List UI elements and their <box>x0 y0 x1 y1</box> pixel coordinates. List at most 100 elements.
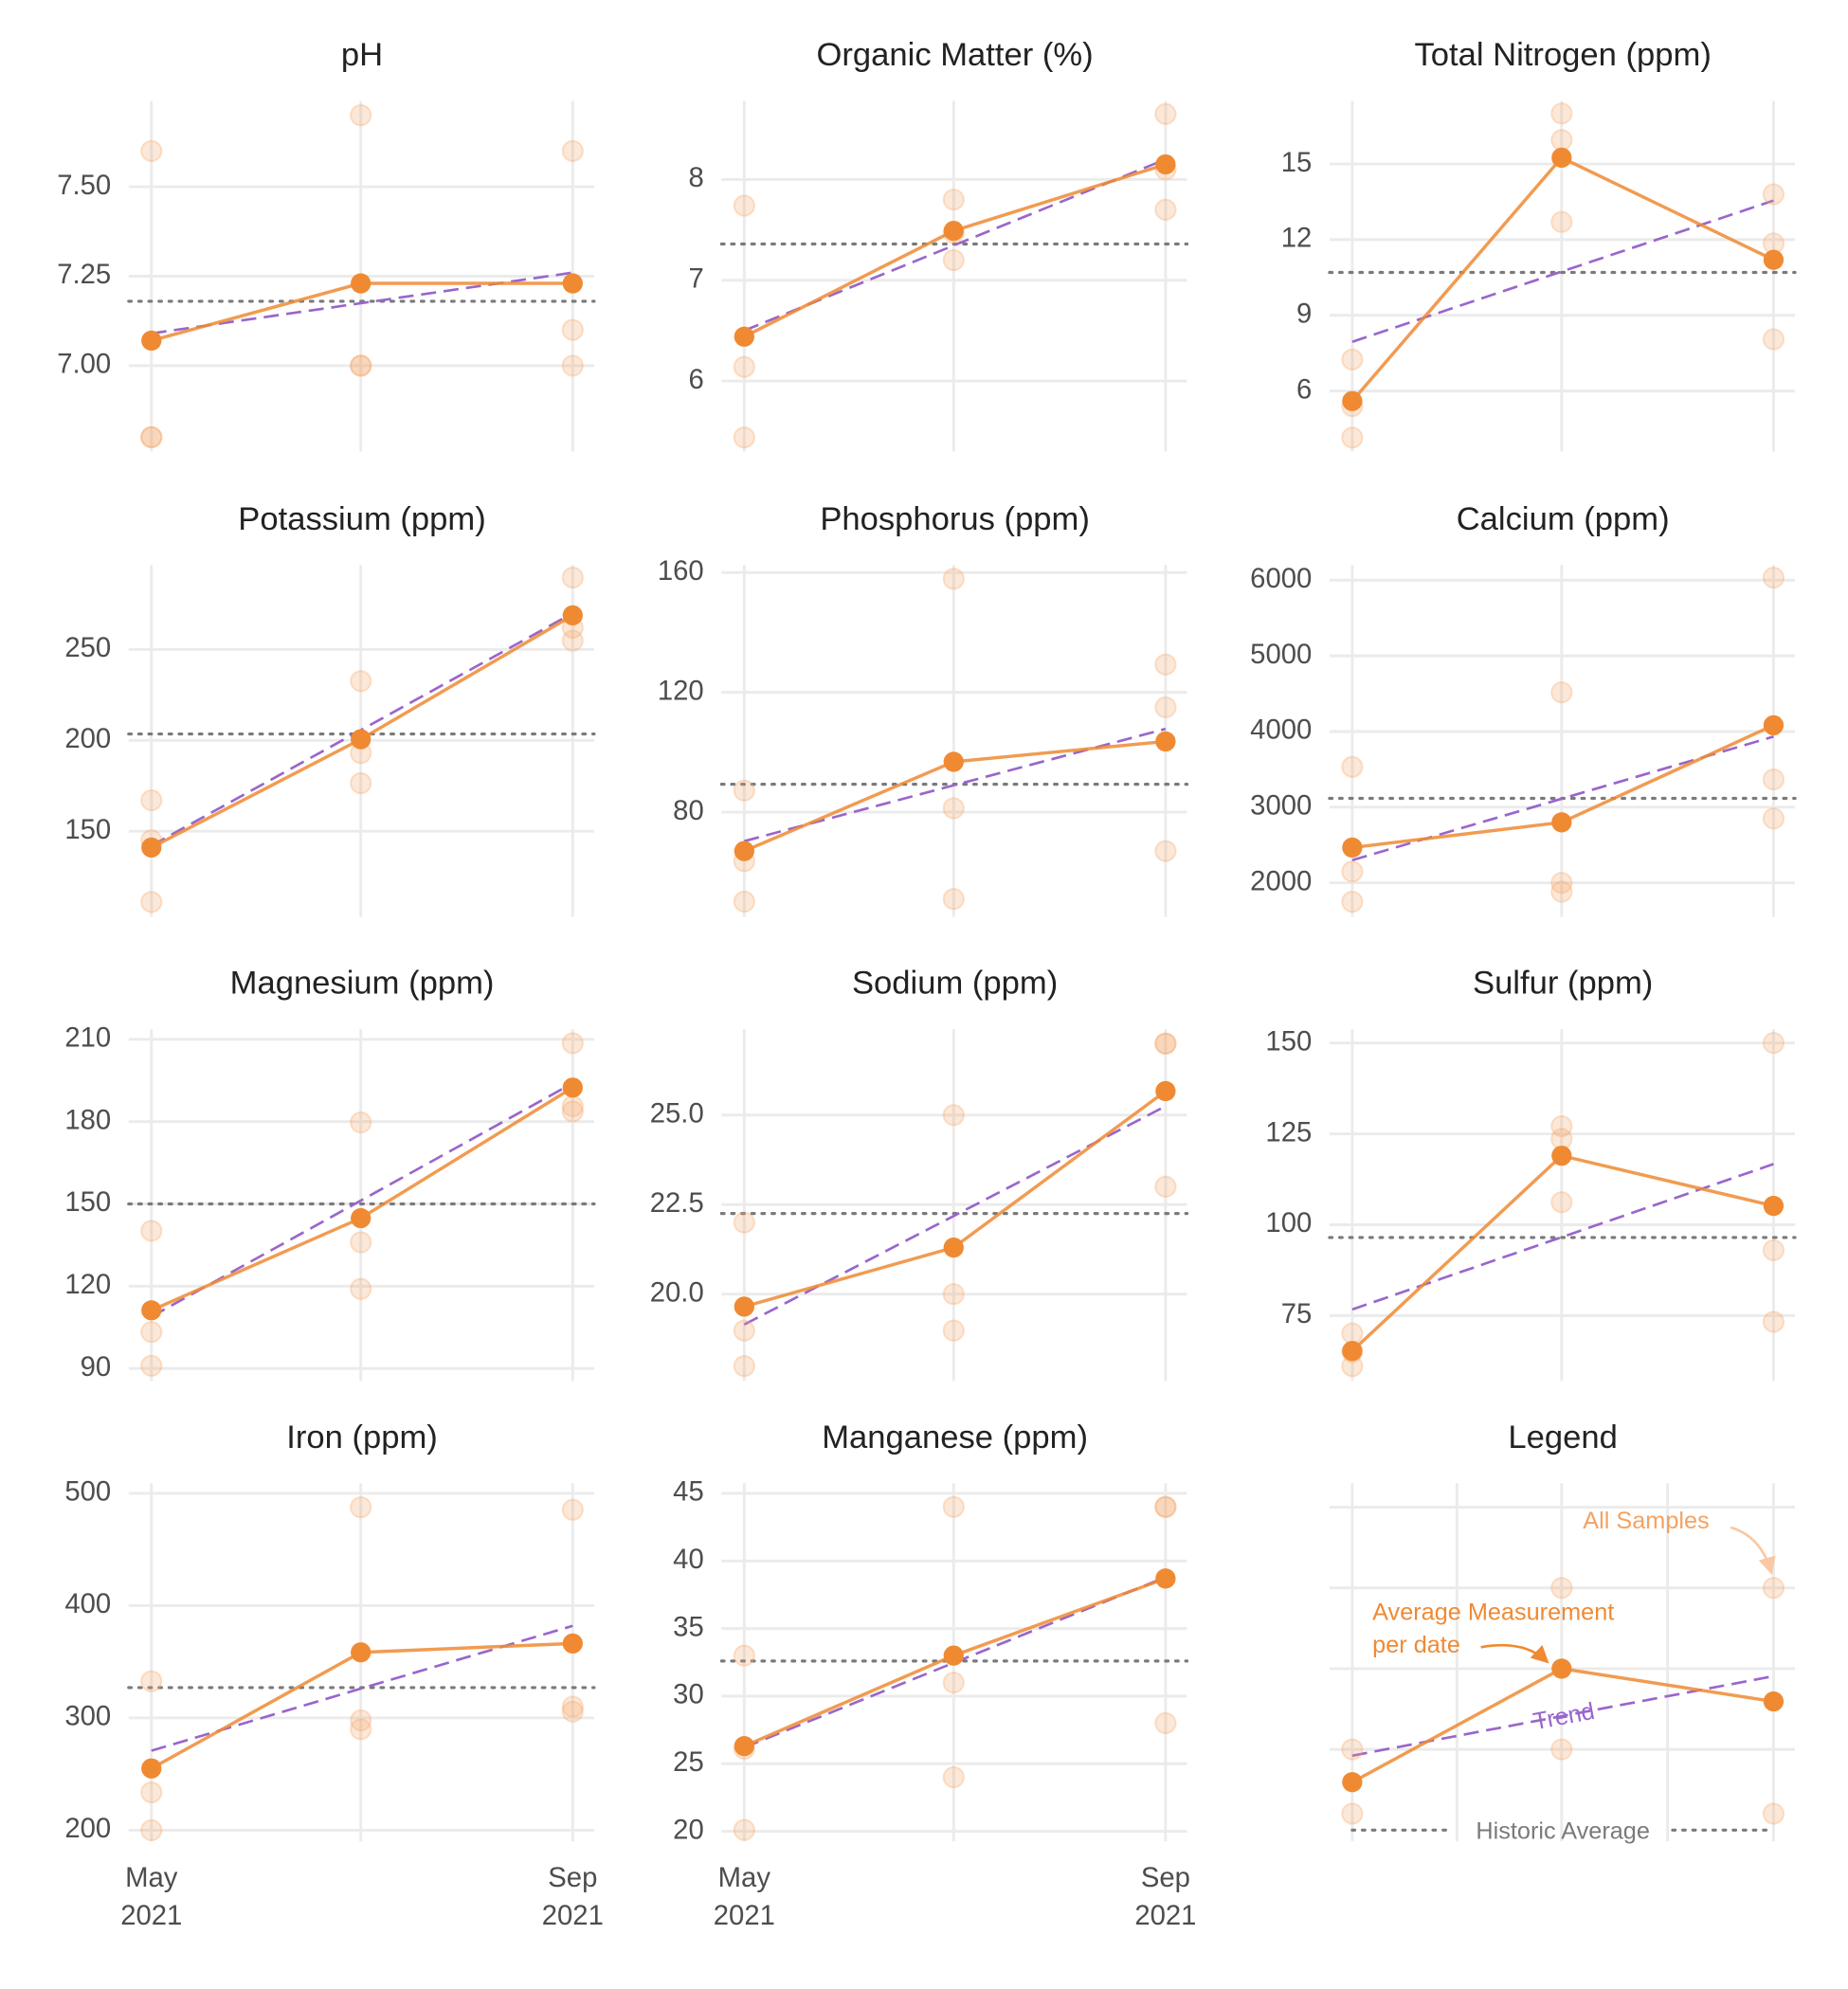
y-tick-label: 120 <box>64 1269 111 1300</box>
sample-point <box>1341 860 1364 883</box>
sample-point <box>942 1104 965 1127</box>
average-point <box>562 1077 583 1098</box>
sample-point <box>1341 891 1364 913</box>
sample-point <box>1762 183 1785 206</box>
y-tick-label: 7.50 <box>57 170 111 201</box>
sample-point <box>1341 348 1364 371</box>
panel-title: Potassium (ppm) <box>238 501 485 537</box>
legend-label: All Samples <box>1583 1508 1709 1534</box>
sample-point <box>942 1765 965 1789</box>
y-tick-label: 4000 <box>1250 714 1312 746</box>
y-tick-label: 12 <box>1281 223 1313 254</box>
sample-point <box>140 788 163 812</box>
sample-point <box>561 629 584 652</box>
average-point <box>1155 1568 1176 1589</box>
sample-point <box>1154 840 1177 862</box>
y-tick-label: 200 <box>64 1813 111 1844</box>
average-point-sample <box>1342 1772 1363 1793</box>
y-tick-label: 2000 <box>1250 865 1312 896</box>
sample-point <box>350 1495 372 1519</box>
sample-point <box>1154 1495 1177 1518</box>
sample-point <box>1154 696 1177 719</box>
sample-point <box>561 139 584 162</box>
sample-point <box>140 425 163 449</box>
panel-title: Organic Matter (%) <box>817 37 1094 73</box>
sample-point-sample <box>1762 1802 1785 1825</box>
y-tick-label: 7.00 <box>57 349 111 380</box>
y-tick-label: 6000 <box>1250 563 1312 594</box>
sample-point <box>1550 880 1573 903</box>
sample-point <box>561 1695 584 1718</box>
y-tick-label: 40 <box>673 1544 704 1575</box>
sample-point <box>1762 1032 1785 1055</box>
panel-title: Phosphorus (ppm) <box>820 501 1090 537</box>
sample-point <box>733 425 755 449</box>
sample-point <box>350 1709 372 1732</box>
sample-point-sample <box>1550 1738 1573 1761</box>
legend-label: Average Measurement per date <box>1372 1599 1614 1658</box>
sample-point <box>1762 807 1785 830</box>
average-point <box>1763 249 1785 270</box>
sample-point <box>942 248 965 272</box>
average-point <box>734 1736 754 1757</box>
average-point <box>562 1633 583 1654</box>
sample-point <box>942 1672 965 1694</box>
y-tick-label: 80 <box>673 795 704 826</box>
sample-point <box>733 1211 755 1234</box>
sample-point <box>1154 1175 1177 1198</box>
y-tick-label: 22.5 <box>650 1187 704 1219</box>
y-tick-label: 120 <box>658 675 704 706</box>
panel-title: Magnesium (ppm) <box>230 966 495 1002</box>
sample-point-sample <box>1550 1577 1573 1600</box>
average-point <box>141 330 162 352</box>
sample-point <box>733 1319 755 1342</box>
y-tick-label: 200 <box>64 723 111 754</box>
x-tick-label: Sep 2021 <box>542 1862 604 1931</box>
sample-point <box>1154 653 1177 676</box>
average-point <box>141 837 162 859</box>
legend-label: Historic Average <box>1476 1818 1649 1845</box>
sample-point <box>1550 210 1573 233</box>
sample-point <box>733 355 755 378</box>
average-point <box>943 751 964 772</box>
sample-point-sample <box>1762 1577 1785 1600</box>
average-point <box>1155 1080 1176 1102</box>
y-tick-label: 8 <box>688 162 703 193</box>
sample-point <box>733 890 755 913</box>
sample-point <box>561 354 584 377</box>
sample-point <box>561 1100 584 1123</box>
y-tick-label: 7 <box>688 262 703 294</box>
sample-point <box>733 1644 755 1667</box>
sample-point <box>1762 328 1785 351</box>
y-tick-label: 75 <box>1281 1298 1313 1329</box>
sample-point <box>733 1818 755 1841</box>
sample-point <box>140 891 163 913</box>
sample-point <box>140 1781 163 1804</box>
y-tick-label: 90 <box>81 1351 112 1383</box>
panel-title: Legend <box>1508 1419 1617 1456</box>
average-point <box>943 220 964 242</box>
y-tick-label: 500 <box>64 1476 111 1508</box>
y-tick-label: 250 <box>64 632 111 663</box>
average-point <box>1155 731 1176 752</box>
sample-point <box>1341 426 1364 449</box>
sample-point <box>1154 1711 1177 1735</box>
average-point <box>351 729 371 750</box>
sample-point <box>733 194 755 217</box>
sample-point <box>140 139 163 162</box>
average-point <box>351 273 371 294</box>
sample-point <box>942 189 965 211</box>
y-tick-label: 210 <box>64 1022 111 1054</box>
average-point <box>1551 812 1572 833</box>
sample-point-sample <box>1341 1738 1364 1761</box>
y-tick-label: 150 <box>64 1186 111 1218</box>
sample-point <box>561 566 584 589</box>
average-point <box>1342 390 1363 411</box>
sample-point <box>942 568 965 590</box>
sample-point <box>350 1718 372 1741</box>
y-tick-label: 3000 <box>1250 790 1312 822</box>
y-tick-label: 300 <box>64 1701 111 1732</box>
panel-title: Iron (ppm) <box>286 1419 438 1456</box>
panel-title: pH <box>341 37 383 73</box>
